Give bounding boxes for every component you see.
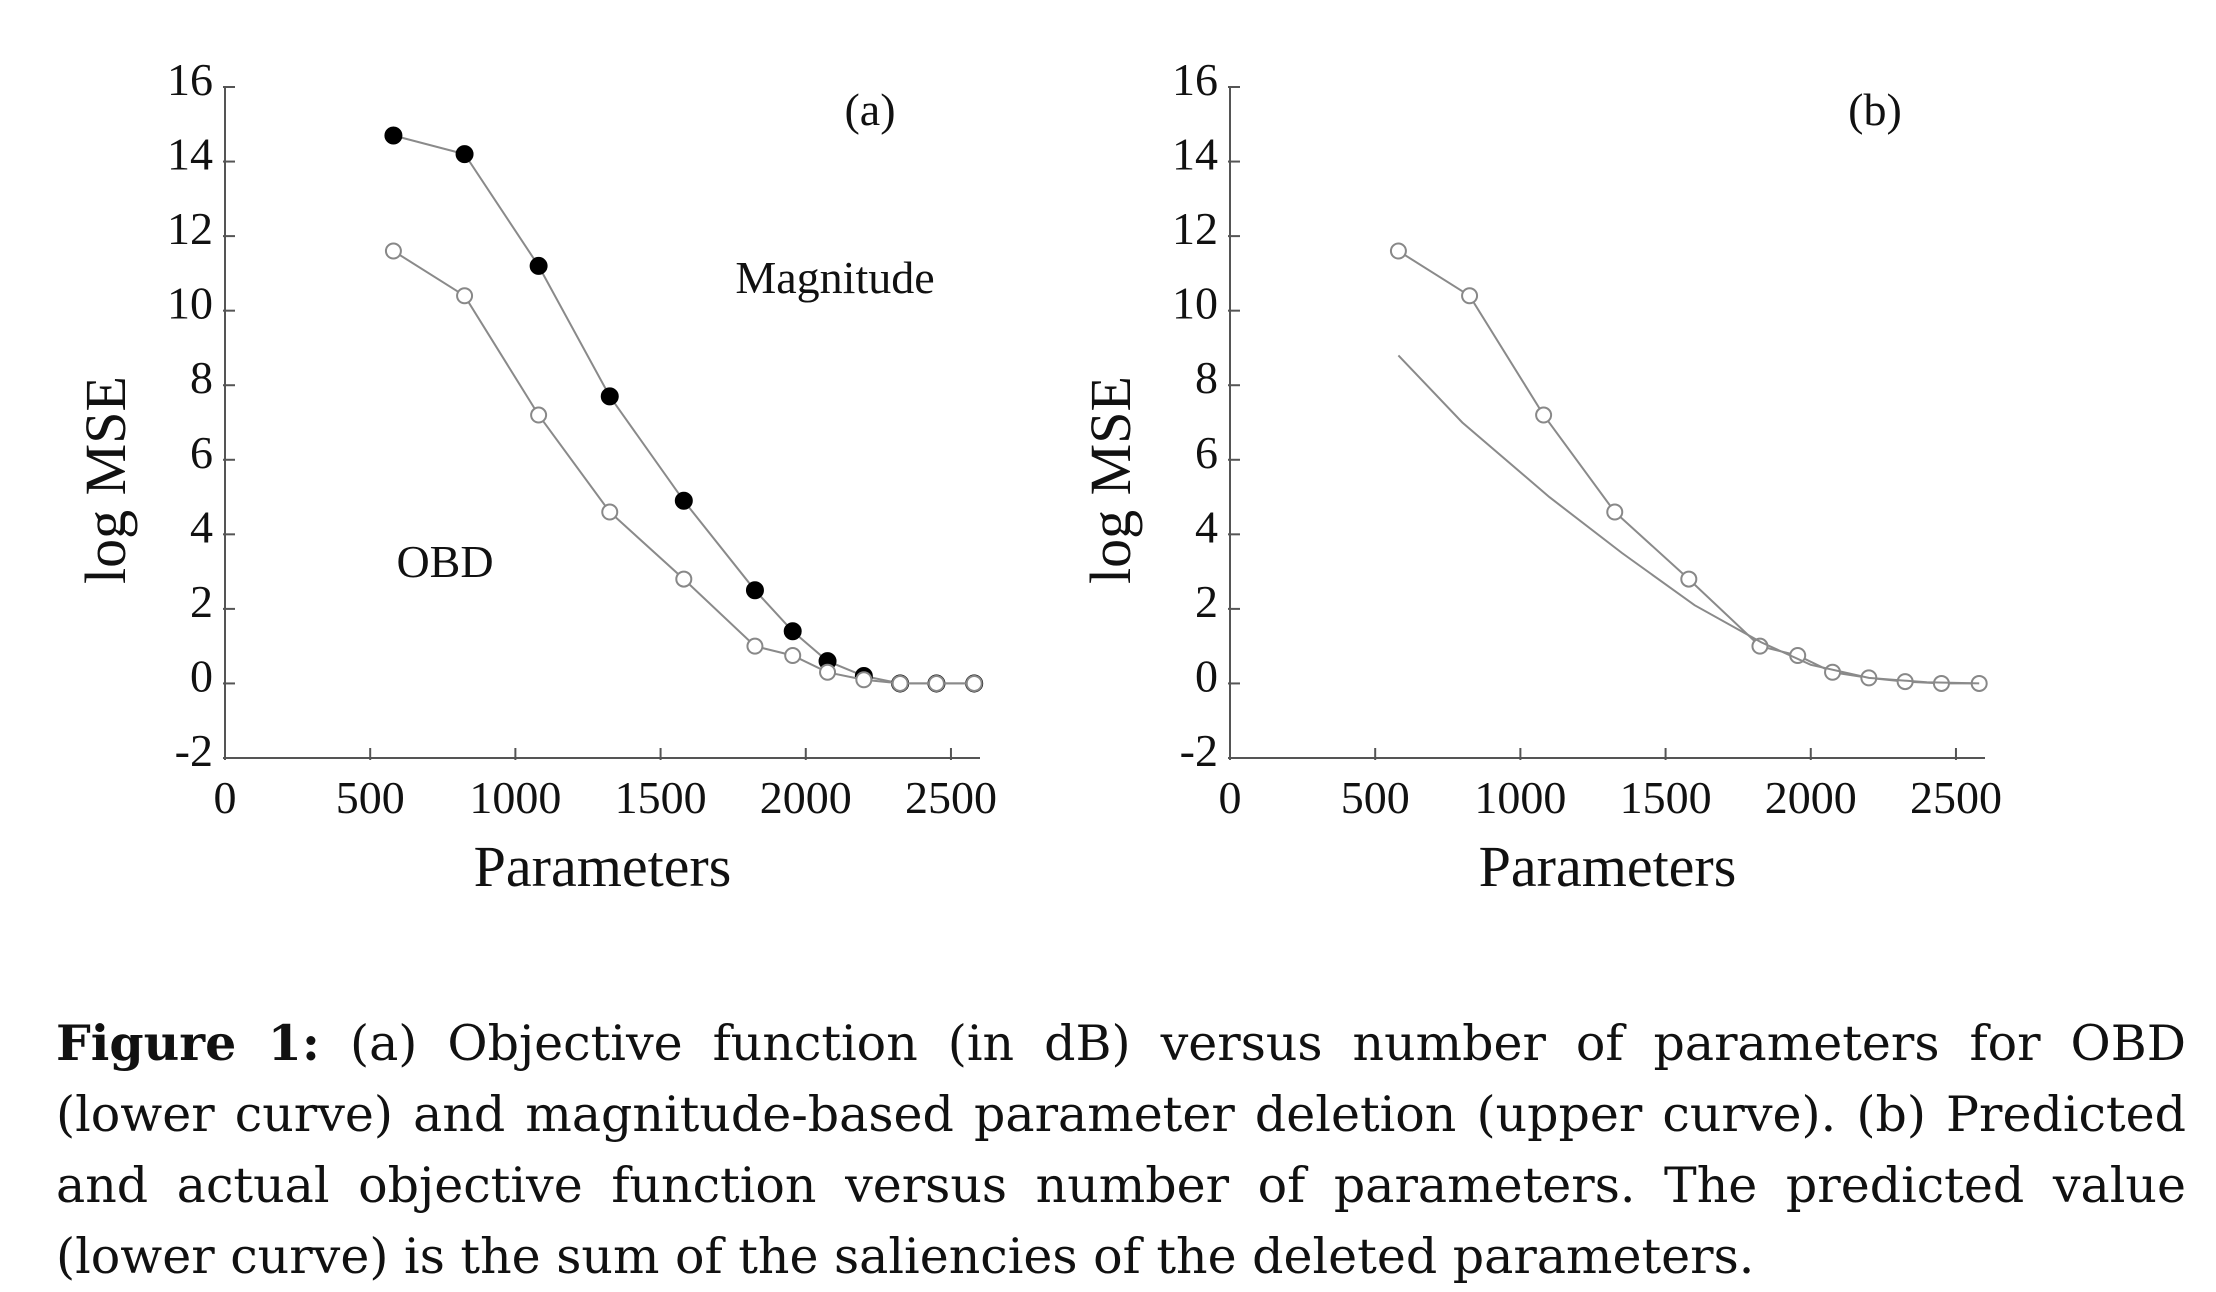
data-point [746,637,764,655]
figure-caption: Figure 1: (a) Objective function (in dB)… [56,1008,2186,1292]
panel-label: (a) [844,84,895,135]
data-point [455,145,474,164]
data-point [965,674,983,692]
y-axis-title: log MSE [1078,376,1143,584]
data-point [784,646,802,664]
data-point [783,622,802,641]
data-point [1461,287,1479,305]
data-point [1824,663,1842,681]
series-line-2 [392,250,975,685]
y-tick-label: 4 [1195,501,1218,552]
series-line-1 [1397,250,1980,685]
data-point [530,406,548,424]
panel-label: (b) [1848,84,1902,135]
y-tick-label: 6 [1195,427,1218,478]
x-tick-label: 1000 [1474,772,1566,823]
x-axis-title: Parameters [474,834,732,899]
series-line-1 [393,134,975,685]
data-point [819,663,837,681]
data-point [1606,503,1624,521]
data-point [384,242,402,260]
data-point [745,581,764,600]
data-point [456,287,474,305]
y-axis-title: log MSE [73,376,138,584]
data-point [855,671,873,689]
caption-text: (a) Objective function (in dB) versus nu… [56,1015,2187,1285]
y-tick-label: 2 [190,576,213,627]
annotation-magnitude: Magnitude [735,252,934,303]
data-point [675,570,693,588]
y-tick-label: 8 [190,352,213,403]
x-axis-title: Parameters [1479,834,1737,899]
y-tick-label: 6 [190,427,213,478]
x-tick-label: 0 [1219,772,1242,823]
x-tick-label: 0 [214,772,237,823]
x-tick-label: 1500 [1620,772,1712,823]
y-tick-label: -2 [1180,725,1218,776]
y-tick-label: 12 [167,203,213,254]
y-tick-label: 14 [1172,129,1218,180]
annotation-obd: OBD [396,536,493,587]
y-tick-label: -2 [175,725,213,776]
x-tick-label: 1500 [615,772,707,823]
data-point [601,503,619,521]
x-tick-label: 2500 [905,772,997,823]
x-tick-label: 500 [1341,772,1410,823]
data-point [384,126,403,145]
data-point [1535,406,1553,424]
x-tick-label: 1000 [469,772,561,823]
y-tick-label: 10 [1172,278,1218,329]
caption-label: Figure 1: [56,1014,320,1072]
data-point [1389,242,1407,260]
series-line-2 [1397,354,1980,685]
data-point [600,387,619,406]
y-tick-label: 8 [1195,352,1218,403]
data-point [529,256,548,275]
data-point [674,491,693,510]
data-point [1680,570,1698,588]
data-point [891,674,909,692]
x-tick-label: 2000 [760,772,852,823]
y-tick-label: 0 [1195,650,1218,701]
x-tick-label: 500 [336,772,405,823]
y-tick-label: 10 [167,278,213,329]
data-point [927,674,945,692]
x-tick-label: 2000 [1765,772,1857,823]
y-tick-label: 4 [190,501,213,552]
y-tick-label: 16 [167,54,213,105]
y-tick-label: 0 [190,650,213,701]
y-tick-label: 12 [1172,203,1218,254]
x-tick-label: 2500 [1910,772,2002,823]
y-tick-label: 16 [1172,54,1218,105]
y-tick-label: 2 [1195,576,1218,627]
y-tick-label: 14 [167,129,213,180]
